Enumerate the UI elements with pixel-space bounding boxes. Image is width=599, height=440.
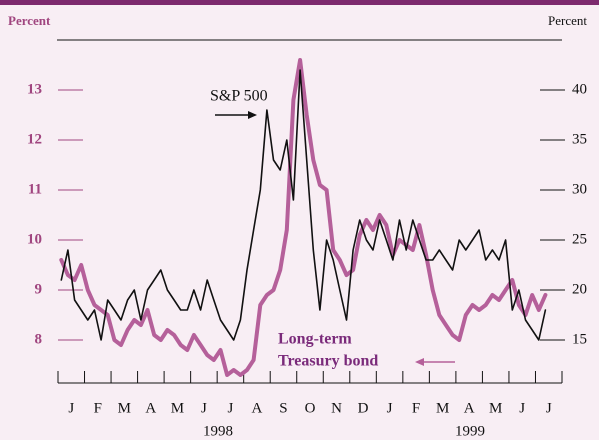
x-tick-label: J [201, 400, 207, 416]
y2-axis-label: Percent [548, 13, 587, 28]
x-tick-label: M [118, 400, 131, 416]
y-tick-label: 10 [27, 231, 42, 247]
x-tick-label: M [171, 400, 184, 416]
y-tick-label: 8 [35, 331, 43, 347]
x-tick-label: D [358, 400, 369, 416]
arrow-head [248, 111, 257, 119]
x-tick-label: S [279, 400, 287, 416]
y-axis-label: Percent [8, 13, 51, 28]
x-tick-label: N [331, 400, 342, 416]
y2-tick-label: 40 [572, 81, 587, 97]
x-tick-label: J [519, 400, 525, 416]
y2-tick-label: 25 [572, 231, 587, 247]
top-bar [0, 0, 599, 5]
line [59, 58, 548, 377]
x-tick-label: M [436, 400, 449, 416]
arrow-head [415, 358, 424, 366]
y2-tick-label: 30 [572, 181, 587, 197]
x-tick-label: J [546, 400, 552, 416]
x-tick-label: J [387, 400, 393, 416]
x-tick-label: F [94, 400, 102, 416]
x-tick-label: M [489, 400, 502, 416]
annotation: Treasury bond [278, 353, 378, 370]
annotation: Long-term [278, 331, 352, 348]
year-label: 1999 [455, 423, 485, 439]
y2-tick-label: 35 [572, 131, 587, 147]
x-tick-label: A [252, 400, 263, 416]
y2-tick-label: 20 [572, 281, 587, 297]
line [60, 69, 547, 341]
x-tick-label: J [68, 400, 74, 416]
x-tick-label: A [464, 400, 475, 416]
x-tick-label: A [145, 400, 156, 416]
y-tick-label: 12 [27, 131, 42, 147]
x-tick-label: O [305, 400, 316, 416]
x-tick-label: J [227, 400, 233, 416]
y-tick-label: 9 [35, 281, 43, 297]
y-tick-label: 13 [27, 81, 42, 97]
y2-tick-label: 15 [572, 331, 587, 347]
y-tick-label: 11 [28, 181, 42, 197]
year-label: 1998 [203, 423, 233, 439]
annotation: S&P 500 [210, 88, 268, 105]
x-tick-label: F [412, 400, 420, 416]
